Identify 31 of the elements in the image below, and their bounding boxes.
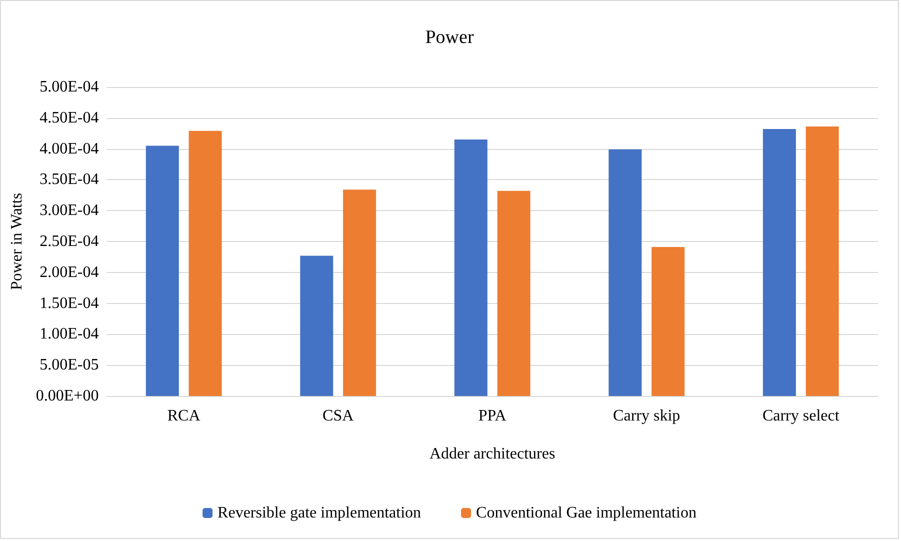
legend-label: Reversible gate implementation [218, 504, 422, 522]
bar [497, 190, 530, 396]
bar [454, 140, 488, 396]
y-tick-label: 5.00E-05 [40, 356, 99, 374]
y-tick-label: 3.50E-04 [40, 171, 99, 188]
x-tick-label: RCA [167, 408, 201, 424]
y-axis-title: Power in Watts [8, 192, 26, 290]
x-tick-label: Carry skip [613, 408, 680, 424]
legend-label: Conventional Gae implementation [476, 504, 696, 522]
chart-title: Power [425, 27, 474, 48]
x-axis-title: Adder architectures [429, 446, 556, 462]
y-tick-label: 4.50E-04 [40, 109, 99, 126]
bar [300, 256, 334, 396]
x-tick-label: Carry select [762, 408, 840, 424]
bar [762, 129, 796, 396]
bar [608, 149, 642, 396]
bar [652, 247, 685, 396]
y-tick-label: 1.50E-04 [40, 294, 99, 312]
bar [343, 190, 376, 396]
y-tick-label: 2.00E-04 [40, 264, 99, 281]
y-tick-label: 4.00E-04 [40, 140, 99, 158]
y-tick-label: 2.50E-04 [40, 233, 99, 250]
bar [146, 146, 179, 396]
y-tick-label: 0.00E+00 [36, 388, 99, 404]
x-tick-label: PPA [478, 408, 507, 424]
bar [188, 130, 222, 396]
y-tick-label: 5.00E-04 [40, 78, 99, 96]
y-tick-label: 3.00E-04 [40, 202, 99, 220]
x-tick-label: CSA [322, 408, 354, 424]
bar [806, 126, 839, 396]
y-tick-label: 1.00E-04 [40, 326, 99, 343]
